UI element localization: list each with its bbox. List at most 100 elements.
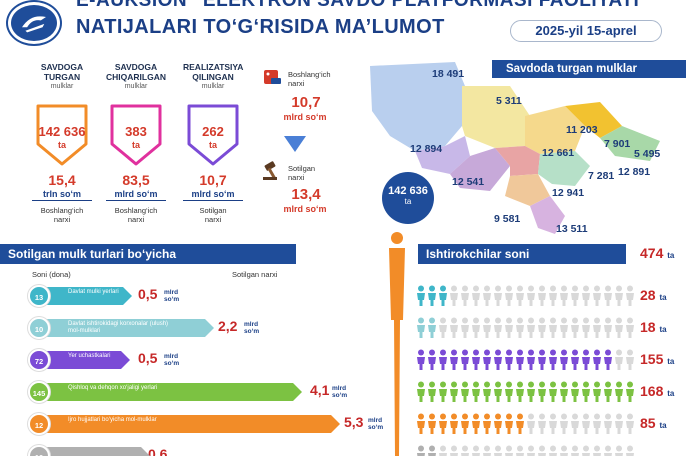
count-column-label: Soni (dona) <box>32 270 71 279</box>
map-region-value: 11 203 <box>566 124 598 136</box>
sold-type-bar <box>40 383 302 401</box>
participants-total-unit: ta <box>667 251 675 260</box>
map-region-surxondaryo <box>530 196 565 234</box>
person-icon <box>516 285 524 306</box>
sold-type-row: 145 Qishloq va dehqon xo‘jaligi yerlari … <box>28 381 368 403</box>
e-auksion-logo <box>8 2 60 44</box>
map-region-value: 5 311 <box>496 95 522 107</box>
sold-type-bar <box>40 351 130 369</box>
sold-types-section-title: Sotilgan mulk turlari bo‘yicha <box>0 244 296 264</box>
start-price-label-line2: narxi <box>288 79 305 88</box>
person-icon <box>494 381 502 402</box>
stat-sub: mulklar <box>124 83 148 90</box>
person-icon <box>571 381 579 402</box>
person-icon <box>582 349 590 370</box>
person-icon <box>604 285 612 306</box>
person-icon <box>439 381 447 402</box>
stat-count-unit: ta <box>57 140 66 150</box>
person-icon <box>428 445 436 456</box>
sold-type-row: 72 Yer uchastkalari 0,5 mlrd so‘m <box>28 349 228 371</box>
sold-type-bar <box>40 447 150 456</box>
participants-count: 85 ta <box>640 415 667 431</box>
sold-type-unit: mlrd so‘m <box>164 289 179 303</box>
sold-price-label: Sotilgan narxi <box>288 164 315 182</box>
person-icon <box>461 413 469 434</box>
sold-type-value: 2,2 <box>218 318 238 334</box>
sold-type-bar <box>40 415 340 433</box>
person-icon <box>505 381 513 402</box>
person-icon <box>428 317 436 338</box>
stat-value: 10,7 <box>199 172 227 188</box>
person-figure-icon <box>389 232 405 456</box>
person-icon <box>428 381 436 402</box>
sold-type-count: 10 <box>28 445 50 456</box>
person-icon <box>417 285 425 306</box>
person-icon <box>582 285 590 306</box>
person-icon <box>527 317 535 338</box>
sold-type-label: Ijro hujjatlari bo‘yicha mol-mulklar <box>68 417 157 423</box>
person-icon <box>604 381 612 402</box>
person-icon <box>538 285 546 306</box>
person-icon <box>450 445 458 456</box>
map-region-buxoro <box>450 148 510 191</box>
person-icon <box>494 317 502 338</box>
person-icon <box>483 285 491 306</box>
map-region-navoiy <box>462 86 530 148</box>
person-icon <box>483 445 491 456</box>
map-region-value: 18 491 <box>432 68 465 80</box>
sold-type-unit-line1: mlrd <box>332 385 347 392</box>
participants-count: 28 ta <box>640 287 667 303</box>
person-icon <box>593 445 601 456</box>
participants-count-unit: ta <box>667 357 675 366</box>
sold-type-unit: mlrd so‘m <box>244 321 259 335</box>
person-icon <box>560 381 568 402</box>
participants-count: 155 ta <box>640 351 674 367</box>
stat-sub: mulklar <box>201 83 225 90</box>
person-icon <box>615 413 623 434</box>
person-icon <box>483 349 491 370</box>
sold-type-unit-line1: mlrd <box>244 321 259 328</box>
map-region-value: 12 894 <box>410 143 443 155</box>
person-icon <box>604 413 612 434</box>
stat-note: Boshlang‘ich narxi <box>32 206 92 224</box>
stat-note: Boshlang‘ich narxi <box>106 206 166 224</box>
stat-note-line1: Boshlang‘ich <box>40 206 84 215</box>
stat-head-2: QILINGAN <box>192 72 234 82</box>
person-icon <box>593 381 601 402</box>
person-icon <box>604 445 612 456</box>
participants-total-value: 474 <box>640 245 664 261</box>
sold-type-row: 10 0,6 <box>28 445 228 456</box>
person-icon <box>472 381 480 402</box>
person-icon <box>417 317 425 338</box>
person-icon <box>439 349 447 370</box>
person-icon <box>527 285 535 306</box>
sold-type-row: 12 Ijro hujjatlari bo‘yicha mol-mulklar … <box>28 413 383 435</box>
person-icon <box>472 445 480 456</box>
sold-type-unit-line1: mlrd <box>164 289 179 296</box>
stat-shield-badge: 142 636 ta <box>34 102 90 168</box>
sold-type-count: 10 <box>28 317 50 339</box>
participants-count-unit: ta <box>659 325 667 334</box>
person-icon <box>516 445 524 456</box>
person-icon <box>483 381 491 402</box>
person-icon <box>549 413 557 434</box>
map-total-badge: 142 636 ta <box>382 172 434 224</box>
person-icon <box>615 317 623 338</box>
sold-type-value: 4,1 <box>310 382 330 398</box>
person-icon <box>626 285 634 306</box>
person-icon <box>472 317 480 338</box>
person-icon <box>494 445 502 456</box>
person-icon <box>428 285 436 306</box>
sold-type-label: Davlat mulki yerlari <box>68 289 119 295</box>
person-icon <box>505 285 513 306</box>
people-icons-row <box>417 445 634 456</box>
person-icon <box>483 317 491 338</box>
map-region-karakalpakstan <box>370 62 465 151</box>
map-region-samarqand <box>495 146 540 176</box>
person-icon <box>516 381 524 402</box>
stat-value: 83,5 <box>122 172 150 188</box>
sold-type-unit: mlrd so‘m <box>368 417 383 431</box>
person-icon <box>538 381 546 402</box>
person-icon <box>626 317 634 338</box>
participants-section-title: Ishtirokchilar soni <box>418 244 626 264</box>
